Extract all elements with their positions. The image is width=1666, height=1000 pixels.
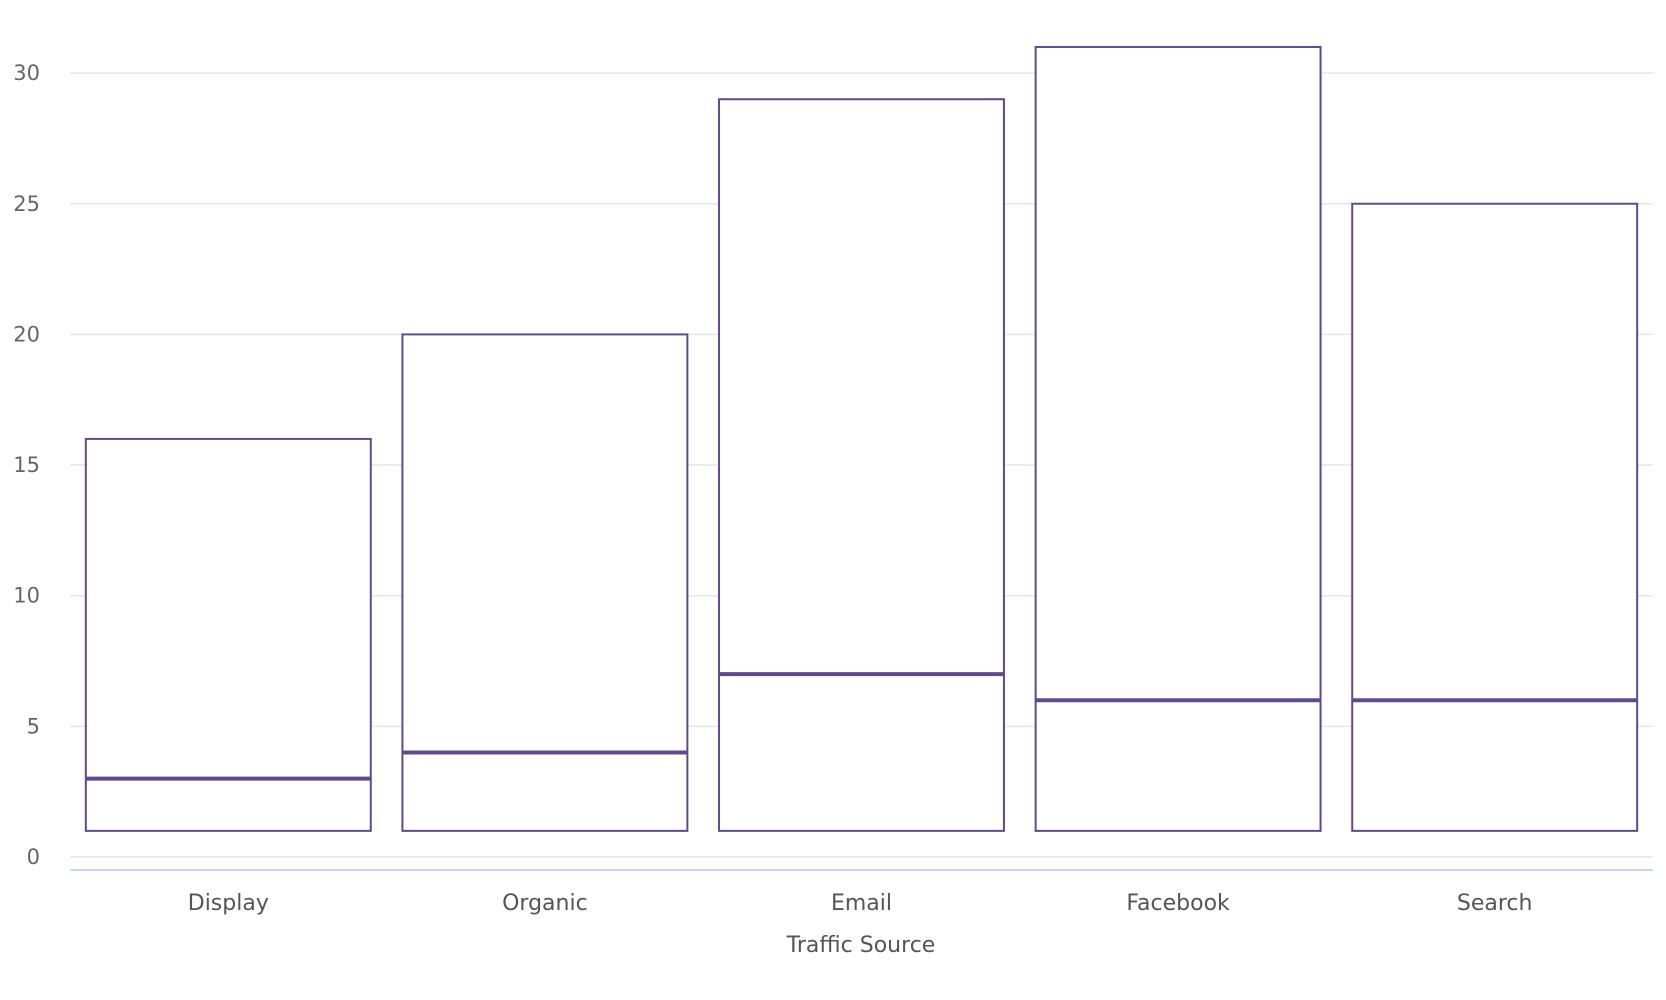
box-range [1034, 45, 1322, 832]
box-facebook[interactable] [1034, 45, 1322, 832]
y-axis-ticks: 0 5 10 15 20 25 30 [13, 61, 40, 869]
x-axis-title: Traffic Source [786, 933, 936, 958]
x-tick-label: Email [831, 891, 892, 916]
x-axis-ticks: Display Organic Email Facebook Search [188, 891, 1533, 916]
box-range [84, 437, 372, 832]
box-range [718, 98, 1005, 832]
box-display[interactable] [84, 437, 372, 832]
boxes [84, 45, 1639, 832]
box-email[interactable] [718, 98, 1005, 832]
box-range [1351, 202, 1639, 832]
y-tick-label: 25 [13, 192, 40, 216]
y-tick-label: 0 [27, 845, 40, 869]
box-organic[interactable] [401, 333, 689, 832]
x-tick-label: Display [188, 891, 269, 916]
y-tick-label: 20 [13, 322, 40, 346]
box-search[interactable] [1351, 202, 1639, 832]
x-tick-label: Search [1457, 891, 1533, 916]
y-tick-label: 5 [27, 714, 40, 738]
y-tick-label: 10 [13, 584, 40, 608]
box-range [401, 333, 689, 832]
x-tick-label: Organic [502, 891, 588, 916]
y-tick-label: 30 [13, 61, 40, 85]
x-tick-label: Facebook [1126, 891, 1230, 916]
y-tick-label: 15 [13, 453, 40, 477]
